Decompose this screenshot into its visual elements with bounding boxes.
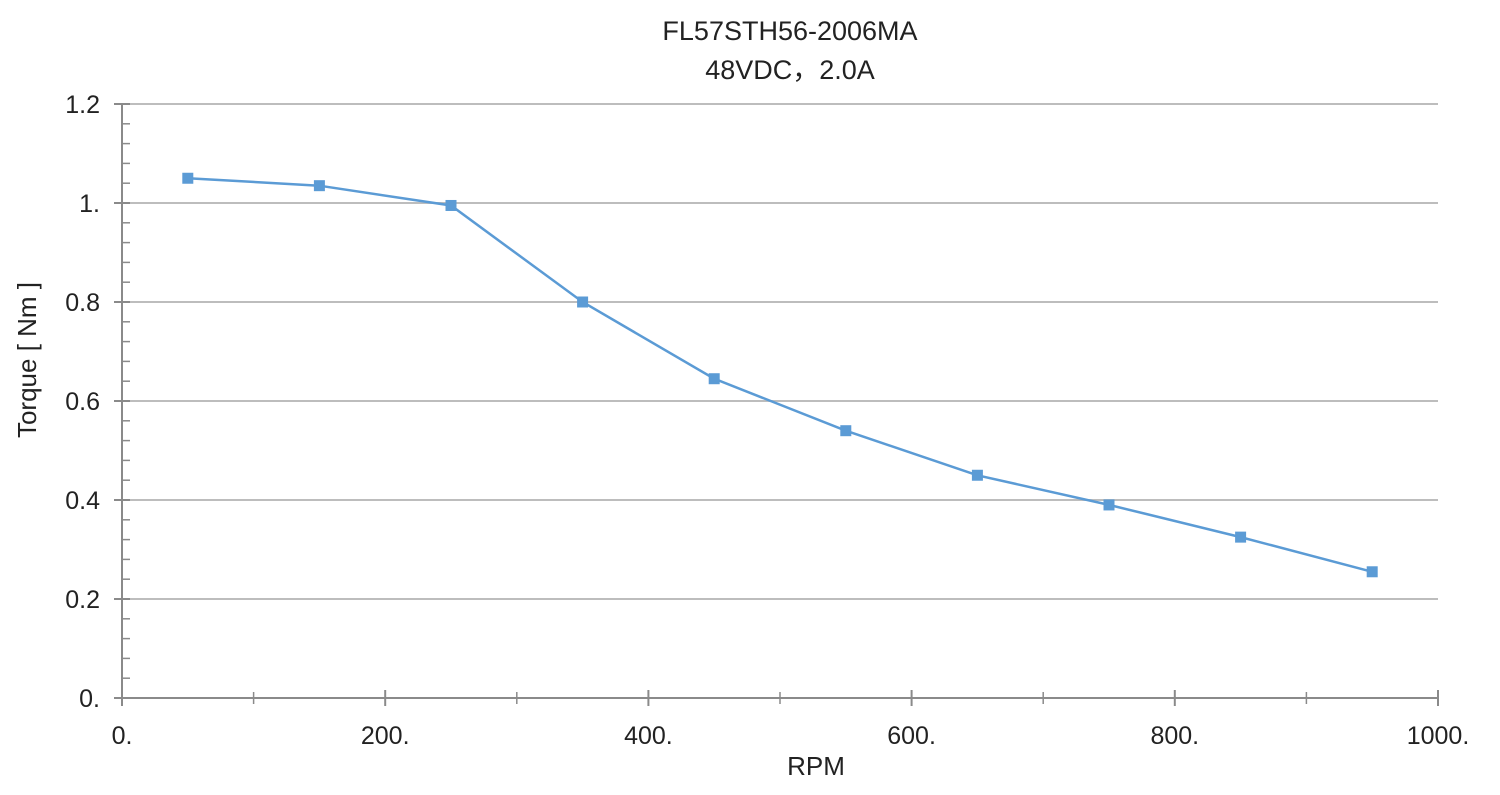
axes [114,103,1439,706]
data-point-marker [840,425,852,437]
y-tick-label: 0.4 [65,487,100,515]
y-tick-label: 0.8 [65,289,100,317]
y-axis-label: Torque [ Nm ] [12,282,42,438]
data-point-marker [1366,566,1378,578]
data-point-marker [708,373,720,385]
y-tick-label: 0.2 [65,586,100,614]
gridlines [122,103,1438,600]
x-tick-label: 200. [361,722,410,750]
x-axis-label: RPM [787,751,845,781]
tick-labels: 0. 200. 400. 600. 800. 1000. 0. 0.2 0.4 0.6 0.8 1. 1… [65,91,1469,750]
chart-subtitle: 48VDC，2.0A [705,55,875,85]
x-tick-label: 800. [1150,722,1199,750]
data-point-marker [577,296,589,308]
data-point-marker [182,172,194,184]
data-point-marker [445,199,457,211]
series-layer [182,172,1378,578]
y-tick-label: 0. [79,685,100,713]
data-point-marker [313,180,325,192]
chart-title: FL57STH56-2006MA [662,16,917,46]
y-tick-label: 0.6 [65,388,100,416]
x-tick-label: 600. [887,722,936,750]
x-tick-label: 1000. [1407,722,1470,750]
y-tick-label: 1. [79,190,100,218]
data-point-marker [971,469,983,481]
x-tick-label: 400. [624,722,673,750]
x-tick-label: 0. [112,722,133,750]
data-point-marker [1103,499,1115,511]
y-tick-label: 1.2 [65,91,100,119]
series-line [187,176,1373,574]
data-point-marker [1235,531,1247,543]
